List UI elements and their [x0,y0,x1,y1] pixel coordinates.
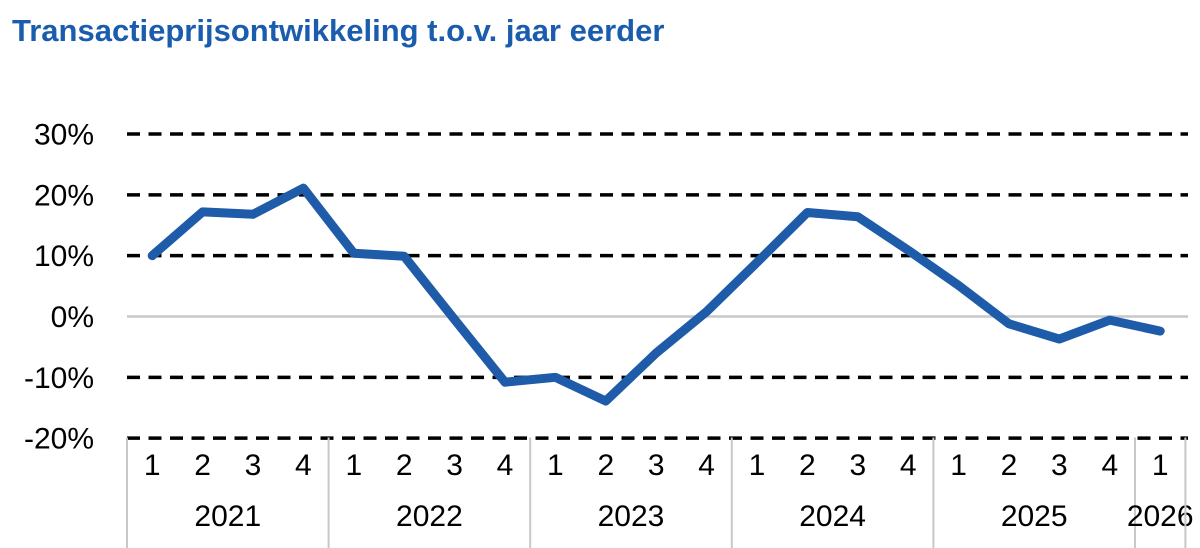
y-axis-tick-label: 10% [34,240,94,273]
quarter-tick-label: 3 [849,449,866,482]
quarter-tick-label: 2 [194,449,211,482]
quarter-tick-label: 4 [497,449,514,482]
year-label: 2021 [194,500,261,533]
y-axis-tick-label: 30% [34,119,94,152]
quarter-tick-label: 1 [144,449,161,482]
quarter-tick-label: 3 [648,449,665,482]
year-label: 2026 [1127,500,1194,533]
quarter-tick-label: 3 [446,449,463,482]
quarter-tick-label: 4 [698,449,715,482]
quarter-tick-label: 3 [1051,449,1068,482]
year-label: 2024 [799,500,866,533]
year-label: 2025 [1001,500,1068,533]
quarter-tick-label: 3 [245,449,262,482]
quarter-tick-label: 2 [1001,449,1018,482]
quarter-tick-label: 4 [1101,449,1118,482]
quarter-tick-label: 1 [345,449,362,482]
price-development-line [147,183,1165,406]
y-axis-tick-label: 20% [34,179,94,212]
quarter-tick-label: 1 [547,449,564,482]
y-axis-tick-label: -10% [24,362,94,395]
quarter-tick-label: 4 [295,449,312,482]
chart-title: Transactieprijsontwikkeling t.o.v. jaar … [12,13,665,48]
quarter-tick-label: 1 [1152,449,1169,482]
quarter-tick-label: 2 [597,449,614,482]
quarter-tick-label: 2 [799,449,816,482]
quarter-tick-label: 1 [950,449,967,482]
y-axis-tick-label: 0% [51,301,94,334]
quarter-tick-label: 1 [749,449,766,482]
year-label: 2022 [396,500,463,533]
quarter-tick-label: 4 [900,449,917,482]
year-label: 2023 [598,500,665,533]
quarter-tick-label: 2 [396,449,413,482]
y-axis-tick-label: -20% [24,423,94,456]
